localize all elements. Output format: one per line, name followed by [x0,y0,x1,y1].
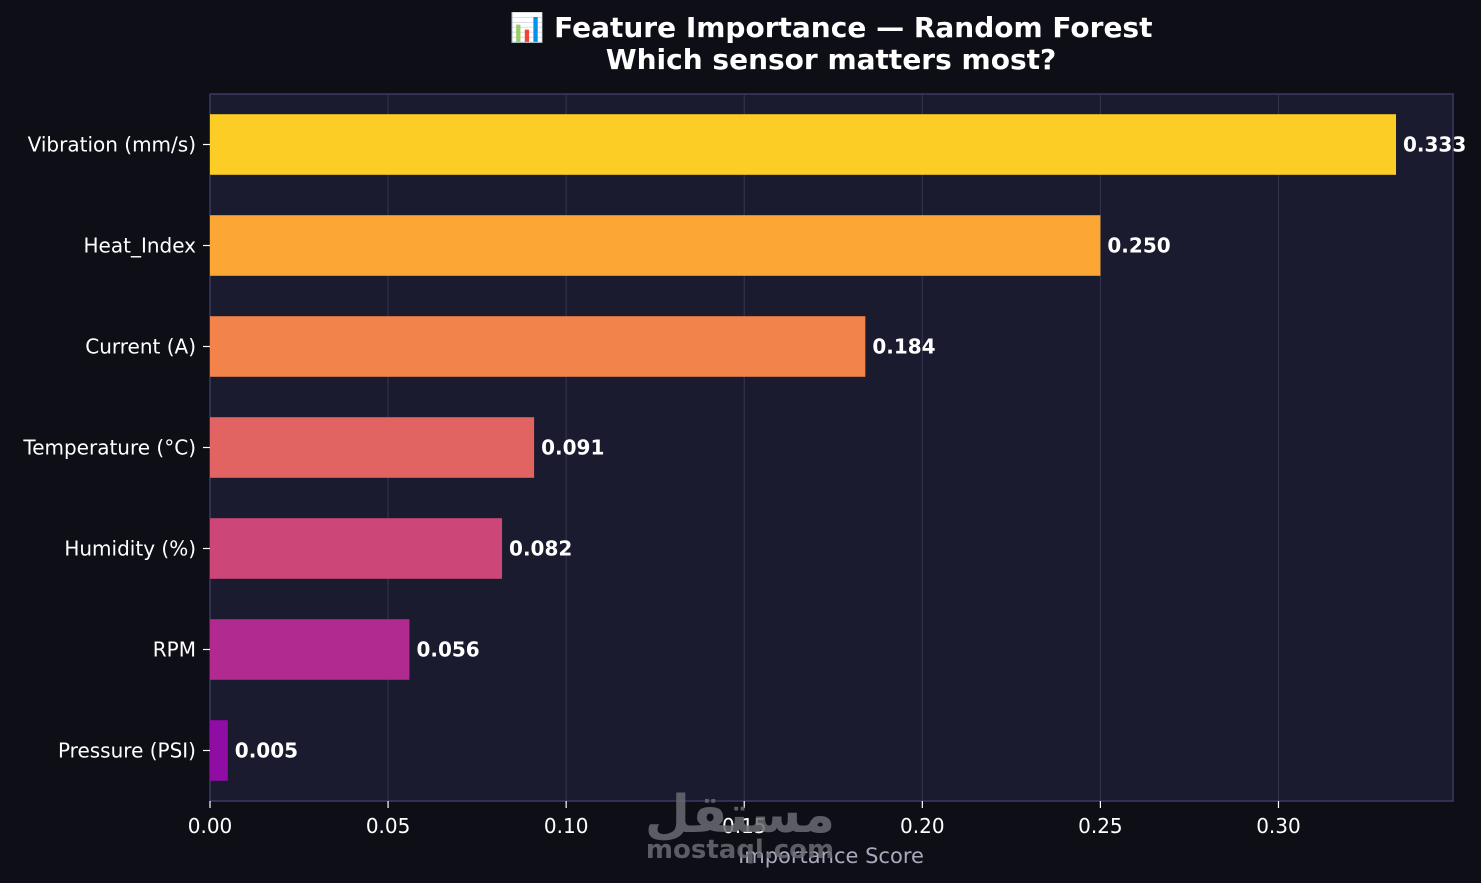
y-axis: Vibration (mm/s) Heat_Index Current (A) Tem… [22,133,210,763]
y-tick-label: Humidity (%) [64,537,196,561]
x-axis-label: Importance Score [738,844,924,868]
grid-lines [387,94,1279,801]
x-tick-label: 0.20 [900,814,945,838]
x-tick-label: 0.30 [1256,814,1301,838]
x-tick-label: 0.10 [544,814,589,838]
bar-value-label: 0.056 [416,638,479,662]
bar [210,518,503,579]
bar [210,417,535,478]
bar [210,114,1397,175]
bars [210,114,1397,781]
value-labels: 0.333 0.250 0.184 0.091 0.082 0.056 0.005 [235,133,1466,763]
x-tick-label: 0.00 [188,814,233,838]
x-tick-label: 0.05 [366,814,411,838]
bar [210,720,228,781]
y-tick-label: RPM [153,638,196,662]
x-axis: 0.00 0.05 0.10 0.15 0.20 0.25 0.30 [188,801,1301,838]
y-tick-label: Heat_Index [84,234,197,258]
x-tick-label: 0.15 [722,814,767,838]
bar-value-label: 0.333 [1403,133,1466,157]
watermark-latin: mostaql.com [646,835,834,865]
y-tick-label: Current (A) [85,335,196,359]
bar [210,619,410,680]
bar-value-label: 0.005 [235,739,298,763]
watermark: مستقل mostaql.com [645,785,835,865]
y-tick-label: Pressure (PSI) [58,739,196,763]
bar-value-label: 0.250 [1107,234,1170,258]
y-tick-label: Temperature (°C) [22,436,196,460]
bar-value-label: 0.082 [509,537,572,561]
chart-subtitle: Which sensor matters most? [606,43,1057,76]
bar [210,215,1101,276]
watermark-arabic: مستقل [645,785,835,845]
bar-value-label: 0.091 [541,436,604,460]
bar-value-label: 0.184 [872,335,935,359]
x-tick-label: 0.25 [1078,814,1123,838]
y-tick-label: Vibration (mm/s) [28,133,196,157]
bar [210,316,866,377]
chart-title: 📊 Feature Importance — Random Forest [509,11,1152,44]
